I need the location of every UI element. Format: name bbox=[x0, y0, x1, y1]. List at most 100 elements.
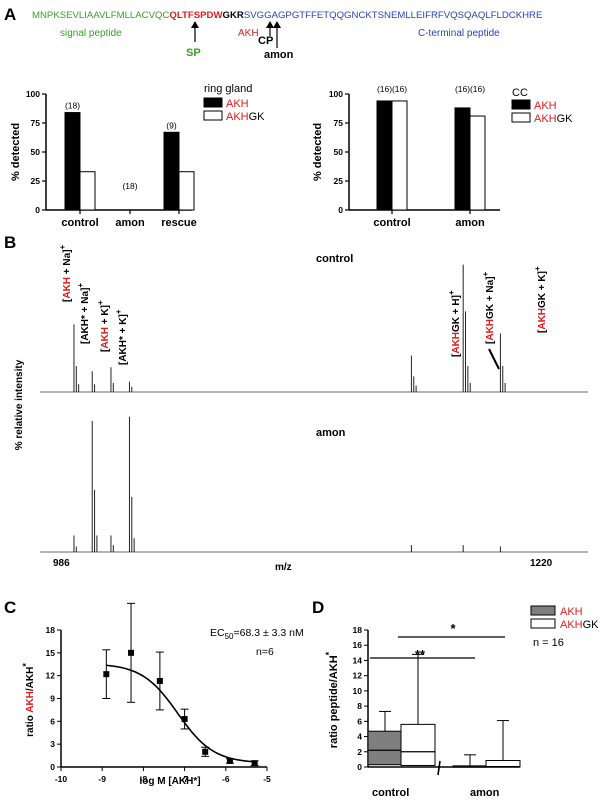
peak-label-akhgk-h: [AKHGK + H]+ bbox=[447, 290, 462, 357]
a2-legend-akhgk-swatch bbox=[511, 112, 531, 123]
n-label: (18) bbox=[65, 101, 80, 111]
b-xlabel: m/z bbox=[275, 562, 292, 573]
panel-d-letter: D bbox=[312, 598, 324, 617]
box-control-akh bbox=[367, 730, 403, 766]
bar-akhgk-amon bbox=[469, 115, 486, 211]
c-y-tick-label: 6 bbox=[50, 716, 55, 726]
n-label: (16) bbox=[455, 84, 470, 94]
d-n-label: n = 16 bbox=[533, 637, 564, 649]
a1-legend-akh-label: AKH bbox=[226, 98, 249, 110]
data-point bbox=[226, 757, 233, 764]
a1-y-axis: 0 25 50 75 100 control amon rescue bbox=[26, 89, 197, 229]
d-y-tick-label: 6 bbox=[357, 716, 362, 726]
seq-akh: QLTFSPDW bbox=[169, 10, 223, 21]
c-y-tick-label: 15 bbox=[46, 648, 56, 658]
y-tick-label: 25 bbox=[334, 176, 344, 186]
b-xmin: 986 bbox=[53, 558, 70, 569]
box-plot-chart: 0 2 4 6 8 10 12 14 16 18 bbox=[353, 625, 521, 776]
fit-curve bbox=[106, 664, 253, 763]
d-y-tick-label: 10 bbox=[353, 686, 363, 696]
bar-akhgk-control bbox=[79, 171, 96, 211]
seq-gkr: GKR bbox=[223, 10, 244, 21]
d-legend-akhgk-swatch bbox=[530, 618, 556, 629]
x-tick-label: amon bbox=[115, 217, 145, 229]
a1-bars: (18) (18) (9) bbox=[64, 101, 195, 211]
peak-label-akhgk-k: [AKHGK + K]+ bbox=[533, 266, 548, 333]
bar-akh-amon bbox=[454, 107, 471, 211]
c-y-tick-label: 3 bbox=[50, 739, 55, 749]
dose-response-chart: 0 3 6 9 12 15 18 -10 -9 -8 -7 -6 -5 bbox=[46, 602, 271, 784]
b-peak-labels: [AKH + Na]+ [AKH* + Na]+ [AKH + K]+ [AKH… bbox=[58, 244, 548, 365]
d-y-tick-label: 2 bbox=[357, 747, 362, 757]
cp-arrowhead bbox=[266, 21, 274, 28]
n-label: (16) bbox=[470, 84, 485, 94]
c-y-tick-label: 0 bbox=[50, 762, 55, 772]
sp-label: SP bbox=[186, 47, 201, 59]
d-y-tick-label: 18 bbox=[353, 625, 363, 635]
a2-bars: (16) (16) (16) (16) bbox=[376, 84, 486, 211]
a2-legend-akhgk-label: AKHGK bbox=[534, 113, 573, 125]
sp-arrowhead bbox=[191, 21, 199, 28]
seq-signal: MNPKSEVLIAAVLFMLLACVQC bbox=[32, 10, 169, 21]
a1-legend-akh-swatch bbox=[203, 97, 223, 108]
a1-legend-akhgk-swatch bbox=[203, 110, 223, 121]
c-x-tick-label: -7 bbox=[181, 774, 189, 784]
data-point bbox=[181, 716, 188, 723]
panel-a-letter: A bbox=[4, 5, 16, 24]
data-point bbox=[202, 748, 209, 755]
y-tick-label: 100 bbox=[329, 89, 343, 99]
n-label: (16) bbox=[377, 84, 392, 94]
x-tick-label: amon bbox=[455, 217, 485, 229]
panel-b-letter: B bbox=[4, 233, 16, 252]
d-group-amon: amon bbox=[470, 787, 500, 799]
signal-peptide-label: signal peptide bbox=[60, 28, 122, 39]
bar-akhgk-rescue bbox=[178, 171, 195, 211]
c-y-tick-label: 18 bbox=[46, 625, 56, 635]
axis-break bbox=[437, 760, 441, 776]
amon-arrowhead bbox=[273, 21, 281, 28]
c-ylabel: ratio AKH/AKH* bbox=[21, 663, 36, 737]
y-tick-label: 25 bbox=[31, 176, 41, 186]
d-legend-akhgk-label: AKHGK bbox=[560, 619, 599, 631]
data-point bbox=[156, 677, 163, 684]
b-control-label: control bbox=[316, 253, 353, 265]
c-y-tick-label: 12 bbox=[46, 671, 56, 681]
d-ylabel: ratio peptide/AKH* bbox=[324, 651, 340, 748]
bar-akh-control bbox=[376, 100, 393, 211]
d-group-control: control bbox=[372, 787, 409, 799]
box-control-akhgk bbox=[400, 723, 436, 766]
peak-label-akh-na: [AKH + Na]+ bbox=[58, 244, 73, 302]
c-y-tick-label: 9 bbox=[50, 694, 55, 704]
panel-c-letter: C bbox=[4, 598, 16, 617]
a2-legend-akh-label: AKH bbox=[534, 100, 557, 112]
n-label: (18) bbox=[122, 181, 137, 191]
c-x-tick-label: -10 bbox=[55, 774, 68, 784]
a1-legend-akhgk-label: AKHGK bbox=[226, 111, 265, 123]
c-n-label: n=6 bbox=[256, 646, 274, 658]
d-y-tick-label: 14 bbox=[353, 655, 363, 665]
cp-label: CP bbox=[258, 35, 273, 47]
ring-gland-bar-chart: % detected 0 25 50 75 100 control amon rescue (… bbox=[10, 83, 265, 229]
bar-akhgk-control bbox=[391, 100, 408, 211]
bar-akh-rescue bbox=[163, 131, 180, 211]
d-y-tick-label: 12 bbox=[353, 671, 363, 681]
y-tick-label: 0 bbox=[338, 205, 343, 215]
bar-akh-control bbox=[64, 112, 81, 211]
c-xlabel: log M [AKH*] bbox=[139, 776, 200, 787]
y-tick-label: 0 bbox=[35, 205, 40, 215]
data-point bbox=[128, 649, 135, 656]
c-x-tick-label: -5 bbox=[263, 774, 271, 784]
n-label: (16) bbox=[392, 84, 407, 94]
a2-legend-title: CC bbox=[512, 87, 528, 99]
a1-ylabel: % detected bbox=[10, 123, 22, 181]
c-x-tick-label: -8 bbox=[140, 774, 148, 784]
x-tick-label: control bbox=[61, 217, 98, 229]
x-tick-label: rescue bbox=[161, 217, 196, 229]
d-legend-akh-swatch bbox=[530, 605, 556, 616]
protein-sequence: MNPKSEVLIAAVLFMLLACVQCQLTFSPDWGKRSVGGAGP… bbox=[32, 10, 542, 21]
d-legend-akh-label: AKH bbox=[560, 606, 583, 618]
b-xmax: 1220 bbox=[530, 558, 553, 569]
peak-label-akh-k: [AKH + K]+ bbox=[96, 300, 111, 352]
c-x-tick-label: -9 bbox=[98, 774, 106, 784]
